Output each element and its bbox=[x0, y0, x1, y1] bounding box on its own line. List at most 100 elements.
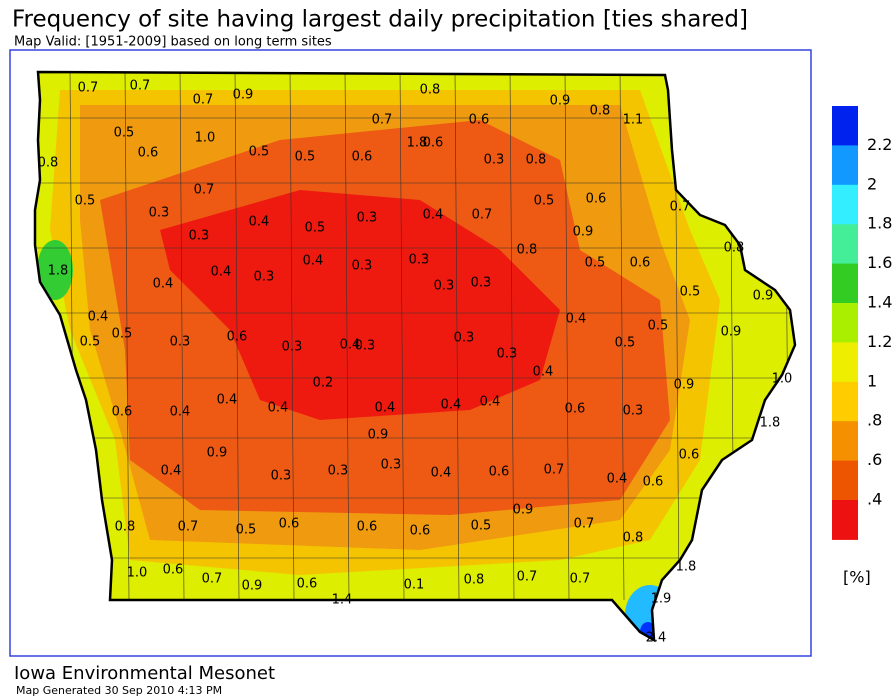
legend-swatch bbox=[832, 224, 858, 265]
county-line bbox=[454, 72, 460, 601]
site-value: 0.5 bbox=[80, 335, 101, 350]
site-value: 0.8 bbox=[464, 573, 485, 588]
site-value: 1.1 bbox=[623, 113, 644, 128]
site-value: 0.6 bbox=[423, 136, 444, 151]
site-value: 0.3 bbox=[409, 253, 430, 268]
site-value: 0.6 bbox=[163, 563, 184, 578]
site-value: 0.6 bbox=[410, 524, 431, 539]
site-value: 0.4 bbox=[211, 265, 232, 280]
site-value: 1.8 bbox=[760, 416, 781, 431]
site-value: 0.1 bbox=[404, 578, 425, 593]
site-value: 0.3 bbox=[352, 259, 373, 274]
county-line bbox=[619, 72, 625, 601]
site-value: 0.9 bbox=[550, 94, 571, 109]
legend-swatch bbox=[832, 460, 858, 501]
site-value: 0.3 bbox=[170, 335, 191, 350]
site-value: 0.3 bbox=[271, 469, 292, 484]
site-value: 0.4 bbox=[153, 277, 174, 292]
legend-swatch bbox=[832, 145, 858, 186]
site-value: 0.6 bbox=[227, 330, 248, 345]
site-value: 0.4 bbox=[423, 208, 444, 223]
site-value: 0.5 bbox=[114, 126, 135, 141]
site-value: 0.5 bbox=[249, 145, 270, 160]
county-line bbox=[234, 72, 240, 601]
site-value: 0.3 bbox=[357, 211, 378, 226]
site-value: 0.9 bbox=[674, 378, 695, 393]
site-value: 0.3 bbox=[254, 270, 275, 285]
legend-label: 2.2 bbox=[867, 135, 892, 154]
site-value: 0.4 bbox=[607, 472, 628, 487]
site-value: 0.7 bbox=[372, 113, 393, 128]
county-line bbox=[564, 72, 570, 601]
site-value: 0.6 bbox=[643, 475, 664, 490]
site-value: 0.7 bbox=[78, 81, 99, 96]
site-value: 0.5 bbox=[305, 221, 326, 236]
site-value: 0.3 bbox=[434, 279, 455, 294]
site-value: 0.5 bbox=[471, 519, 492, 534]
site-value: 0.5 bbox=[615, 336, 636, 351]
legend-swatch bbox=[832, 342, 858, 383]
site-value: 0.3 bbox=[149, 206, 170, 221]
site-value: 1.9 bbox=[651, 592, 672, 607]
site-value: 0.7 bbox=[178, 520, 199, 535]
site-value: 0.7 bbox=[544, 463, 565, 478]
site-value: 0.3 bbox=[497, 347, 518, 362]
legend-swatch bbox=[832, 263, 858, 304]
site-value: 0.8 bbox=[590, 104, 611, 119]
site-value: 0.6 bbox=[679, 448, 700, 463]
site-value: 0.2 bbox=[313, 376, 334, 391]
site-value: 0.9 bbox=[207, 446, 228, 461]
subtitle: Map Valid: [1951-2009] based on long ter… bbox=[14, 35, 332, 50]
site-value: 0.3 bbox=[454, 331, 475, 346]
site-value: 0.9 bbox=[233, 88, 254, 103]
site-value: 1.4 bbox=[332, 593, 353, 608]
legend-swatch bbox=[832, 303, 858, 343]
site-value: 0.5 bbox=[112, 327, 133, 342]
site-value: 0.6 bbox=[489, 465, 510, 480]
site-value: 0.4 bbox=[217, 393, 238, 408]
map-fill bbox=[35, 72, 795, 640]
county-line bbox=[289, 72, 295, 601]
site-value: 0.4 bbox=[566, 312, 587, 327]
site-value: 0.4 bbox=[441, 398, 462, 413]
site-value: 0.5 bbox=[585, 256, 606, 271]
site-value: 0.6 bbox=[112, 405, 133, 420]
site-value: 0.7 bbox=[202, 572, 223, 587]
site-value: 0.7 bbox=[670, 200, 691, 215]
site-value: 0.7 bbox=[472, 208, 493, 223]
site-value: 0.5 bbox=[648, 319, 669, 334]
footer-org: Iowa Environmental Mesonet bbox=[14, 663, 275, 684]
legend-swatch bbox=[832, 381, 858, 422]
site-value: 0.4 bbox=[340, 338, 361, 353]
site-value: 0.8 bbox=[38, 156, 59, 171]
site-value: 1.0 bbox=[772, 372, 793, 387]
site-value: 0.8 bbox=[623, 531, 644, 546]
site-value: 0.6 bbox=[138, 146, 159, 161]
site-value: 0.9 bbox=[513, 503, 534, 518]
site-value: 0.4 bbox=[375, 401, 396, 416]
legend-label: .4 bbox=[867, 490, 882, 509]
site-value: 0.6 bbox=[565, 402, 586, 417]
site-value: 0.4 bbox=[161, 464, 182, 479]
legend-label: 1.8 bbox=[867, 214, 892, 233]
site-value: 0.4 bbox=[480, 395, 501, 410]
site-value: 0.3 bbox=[381, 458, 402, 473]
site-value: 0.6 bbox=[586, 192, 607, 207]
site-value: 0.9 bbox=[721, 325, 742, 340]
site-value: 1.0 bbox=[195, 131, 216, 146]
legend-swatch bbox=[832, 421, 858, 462]
site-value: 1.8 bbox=[48, 264, 69, 279]
site-value: 0.3 bbox=[623, 404, 644, 419]
site-value: 2.4 bbox=[646, 631, 667, 646]
legend-label: 1.6 bbox=[867, 253, 892, 272]
site-value: 0.4 bbox=[170, 405, 191, 420]
legend-label: 2 bbox=[867, 174, 877, 193]
site-value: 0.9 bbox=[753, 289, 774, 304]
site-value: 0.7 bbox=[194, 183, 215, 198]
county-line bbox=[179, 72, 185, 601]
site-value: 0.4 bbox=[268, 401, 289, 416]
site-value: 0.8 bbox=[724, 241, 745, 256]
legend-label: 1.2 bbox=[867, 332, 892, 351]
site-value: 0.3 bbox=[189, 229, 210, 244]
